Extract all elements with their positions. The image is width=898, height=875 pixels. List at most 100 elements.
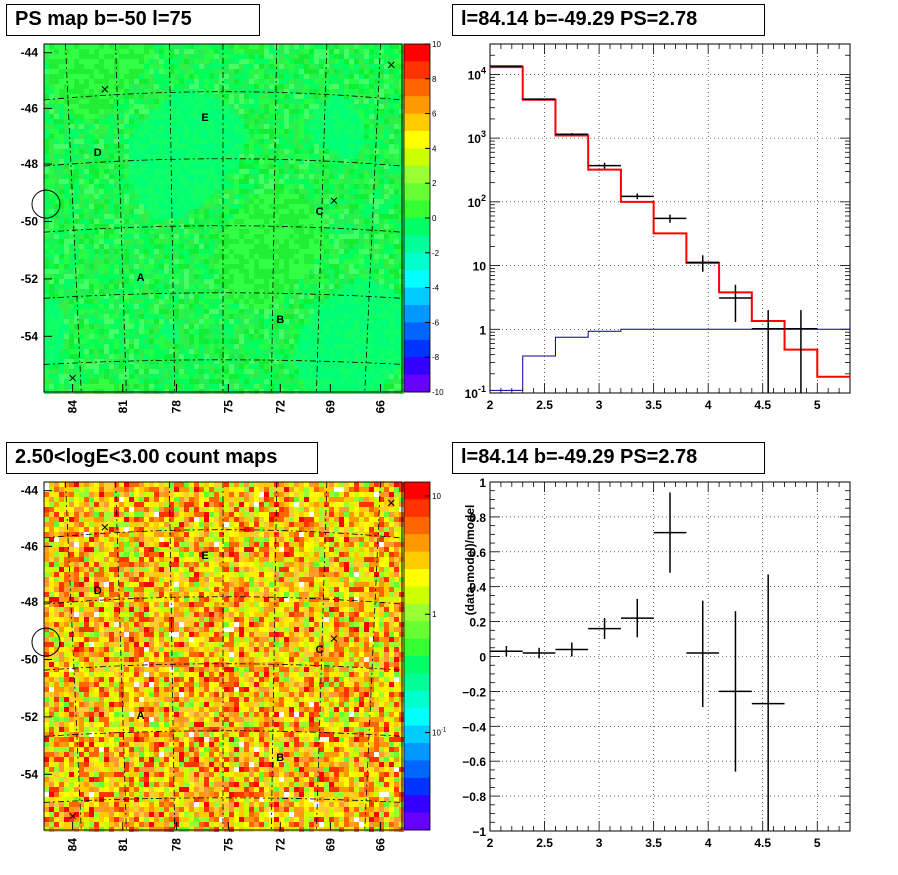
spectrum-x-tick-label: 3.5 xyxy=(645,398,662,412)
map-x-tick-label: 72 xyxy=(273,838,287,852)
map-frame xyxy=(43,481,403,831)
residual-data-point xyxy=(719,611,752,772)
residual-y-tick-label: 0.8 xyxy=(469,511,486,525)
colorbar-tick-label: 10 xyxy=(432,40,441,49)
map-x-tick-label: 84 xyxy=(66,838,80,852)
map-markers: A B C D E xyxy=(31,61,395,382)
residual-data-point xyxy=(686,600,720,708)
residual-data-point xyxy=(588,618,621,640)
spectrum-x-tick-label: 2.5 xyxy=(536,398,553,412)
map-x-tick-label: 66 xyxy=(374,400,388,414)
source-label-e: E xyxy=(201,112,208,124)
spectrum-x-tick-label: 5 xyxy=(814,398,821,412)
map-y-ticks: -44 -46 -48 -50 -52 -54 xyxy=(21,484,52,781)
residual-y-axis-label: (data-model)/model xyxy=(463,505,477,616)
map-colorbar: 10 8 6 4 2 0 -2 -4 -6 -8 -10 xyxy=(403,40,444,397)
map-y-ticks: -44 -46 -48 -50 -52 -54 xyxy=(21,46,52,343)
spectrum-data-point xyxy=(686,255,720,272)
map-x-tick-label: 72 xyxy=(273,400,287,414)
spectrum-y-tick-label: 1 xyxy=(479,323,486,337)
spectrum-x-tick-label: 2 xyxy=(487,398,494,412)
residual-grid xyxy=(490,482,850,831)
residual-y-tick-label: −0.2 xyxy=(462,685,486,699)
spectrum-frame xyxy=(489,43,851,394)
colorbar-tick-label: -2 xyxy=(432,249,440,258)
residual-x-tick-label: 3.5 xyxy=(645,836,662,850)
residual-x-tick-label: 2 xyxy=(487,836,494,850)
map-y-tick-label: -46 xyxy=(21,101,39,115)
residual-x-tick-label: 3 xyxy=(596,836,603,850)
map-x-ticks: 84 81 78 75 72 69 66 xyxy=(66,384,388,413)
spectrum-x-tick-label: 4.5 xyxy=(754,398,771,412)
map-x-tick-label: 75 xyxy=(221,400,235,414)
map-frame xyxy=(43,43,403,393)
colorbar-tick-label: 6 xyxy=(432,110,437,119)
map-y-tick-label: -44 xyxy=(21,46,39,60)
spectrum-panel: 10-1 1 10 102 103 104 2 2.5 3 3.5 4 4.5 5 xyxy=(465,43,851,412)
colorbar-tick-label: 8 xyxy=(432,75,437,84)
map-y-tick-label: -44 xyxy=(21,484,39,498)
spectrum-x-tick-label: 4 xyxy=(705,398,712,412)
map-x-tick-label: 75 xyxy=(221,838,235,852)
residual-data-point xyxy=(751,574,785,831)
map-x-tick-label: 78 xyxy=(169,400,183,414)
colorbar-tick-label: -10 xyxy=(432,388,444,397)
map-x-tick-label: 84 xyxy=(66,400,80,414)
target-circle xyxy=(31,627,61,657)
spectrum-data-point xyxy=(653,214,687,223)
map-y-tick-label: -50 xyxy=(21,214,39,228)
map-cross-marker xyxy=(330,197,338,204)
colorbar-tick-label: -4 xyxy=(432,284,440,293)
source-label-a: A xyxy=(137,272,145,284)
spectrum-x-tick-label: 3 xyxy=(596,398,603,412)
residual-y-tick-label: 0 xyxy=(479,651,486,665)
residual-panel: 1 0.8 0.6 0.4 0.2 0 −0.2 −0.4 −0.6 −0.8 −12 2.5 3 3.5… xyxy=(462,476,851,850)
residual-y-tick-label: 0.2 xyxy=(469,616,486,630)
residual-data-point xyxy=(555,642,589,657)
residual-minor-ticks xyxy=(489,481,851,832)
map-x-ticks: 84 81 78 75 72 69 66 xyxy=(66,822,388,851)
colorbar-tick-label: -6 xyxy=(432,318,440,327)
residual-data-point xyxy=(653,492,687,573)
colorbar-tick-label: 1 xyxy=(432,610,437,619)
title-count-map: 2.50<logE<3.00 count maps xyxy=(6,442,318,474)
residual-x-tick-label: 5 xyxy=(814,836,821,850)
spectrum-y-tick-label: 104 xyxy=(468,65,486,82)
residual-data-point xyxy=(620,598,654,638)
colorbar-tick-label: 10 xyxy=(432,492,441,501)
map-x-tick-label: 66 xyxy=(374,838,388,852)
title-residuals: l=84.14 b=-49.29 PS=2.78 xyxy=(452,442,765,474)
map-y-tick-label: -48 xyxy=(21,157,39,171)
target-circle xyxy=(31,189,61,219)
colorbar-tick-label: 0 xyxy=(432,214,437,223)
colorbar-tick-label: -8 xyxy=(432,353,440,362)
map-y-tick-label: -52 xyxy=(21,710,39,724)
map-y-tick-label: -48 xyxy=(21,595,39,609)
map-markers: A B C D E xyxy=(31,499,395,820)
map-y-tick-label: -52 xyxy=(21,272,39,286)
spectrum-data-point xyxy=(490,65,523,67)
map-cross-marker xyxy=(101,523,109,531)
spectrum-data-point xyxy=(751,310,785,393)
spectrum-data-points xyxy=(490,65,818,393)
map-y-tick-label: -54 xyxy=(21,329,39,343)
map-x-tick-label: 81 xyxy=(116,838,130,852)
residual-y-tick-label: −0.8 xyxy=(462,790,486,804)
spectrum-y-tick-label: 10 xyxy=(473,260,487,274)
residual-y-tick-label: 0.6 xyxy=(469,546,486,560)
residual-x-tick-label: 2.5 xyxy=(536,836,553,850)
residual-y-tick-label: 0.4 xyxy=(469,581,486,595)
spectrum-data-point xyxy=(719,284,752,323)
map-cross-marker xyxy=(101,85,109,93)
residual-y-tick-label: −0.6 xyxy=(462,755,486,769)
title-spectrum: l=84.14 b=-49.29 PS=2.78 xyxy=(452,4,765,36)
map-x-tick-label: 81 xyxy=(116,400,130,414)
spectrum-y-tick-label: 10-1 xyxy=(465,384,486,401)
map-x-tick-label: 78 xyxy=(169,838,183,852)
source-label-c: C xyxy=(316,644,324,656)
source-label-b: B xyxy=(276,314,284,326)
source-label-d: D xyxy=(94,147,102,159)
residual-x-tick-label: 4.5 xyxy=(754,836,771,850)
